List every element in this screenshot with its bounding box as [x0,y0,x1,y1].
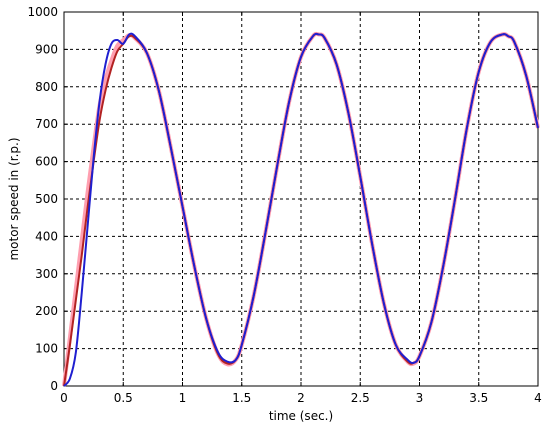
y-axis-label: motor speed in (r.p.) [7,137,21,260]
x-tick-label: 4 [534,391,542,405]
y-tick-label: 700 [35,117,58,131]
y-tick-label: 100 [35,342,58,356]
y-tick-label: 600 [35,155,58,169]
y-tick-labels: 0 100 200 300 400 500 600 700 800 900 1000 [27,5,58,393]
x-tick-label: 1 [179,391,187,405]
y-tick-label: 900 [35,42,58,56]
y-tick-label: 300 [35,267,58,281]
x-tick-label: 2 [297,391,305,405]
y-tick-label: 500 [35,192,58,206]
x-tick-label: 3.5 [469,391,488,405]
x-tick-label: 1.5 [232,391,251,405]
x-tick-labels: 0 0.5 1 1.5 2 2.5 3 3.5 4 [60,391,542,405]
y-tick-label: 0 [50,379,58,393]
y-tick-label: 400 [35,229,58,243]
y-tick-label: 800 [35,80,58,94]
y-tick-label: 200 [35,304,58,318]
x-tick-label: 0 [60,391,68,405]
x-tick-label: 0.5 [114,391,133,405]
axis-ticks [63,11,539,387]
y-tick-label: 1000 [27,5,58,19]
series-group [62,31,540,387]
series-line-actual [63,32,539,387]
x-tick-label: 2.5 [351,391,370,405]
x-tick-label: 3 [416,391,424,405]
x-axis-label: time (sec.) [269,409,333,423]
